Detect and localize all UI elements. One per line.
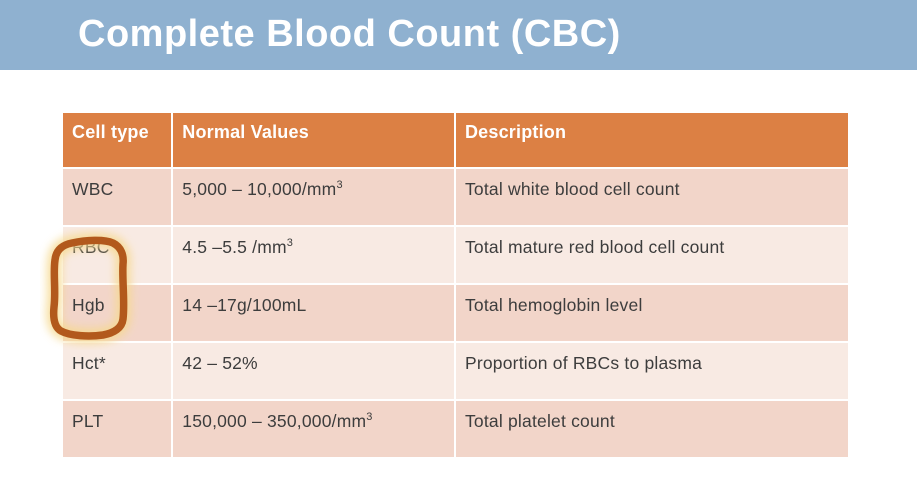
description-value: Proportion of RBCs to plasma [453,341,851,401]
cell-type-value: RBC [60,225,174,285]
superscript: 3 [286,237,294,250]
column-header-description: Description [453,111,851,169]
normal-value: 4.5 –5.5 /mm3 [171,225,456,285]
description-value: Total white blood cell count [453,167,851,227]
description-value: Total mature red blood cell count [453,225,851,285]
slide-title-banner: Complete Blood Count (CBC) [0,0,917,70]
cell-type-value: WBC [60,167,174,227]
cell-type-value: Hgb [60,283,174,343]
table-row: PLT 150,000 – 350,000/mm3 Total platelet… [60,399,851,459]
description-value: Total platelet count [453,399,851,459]
cell-type-value: PLT [60,399,174,459]
superscript: 3 [366,411,373,424]
table-row: RBC 4.5 –5.5 /mm3 Total mature red blood… [60,225,851,285]
table-header-row: Cell type Normal Values Description [60,111,851,169]
normal-value: 42 – 52% [171,341,456,401]
column-header-cell-type: Cell type [60,111,174,169]
column-header-normal-values: Normal Values [171,111,456,169]
superscript: 3 [336,179,343,192]
table-row: WBC 5,000 – 10,000/mm3 Total white blood… [60,167,851,227]
table-row: Hct* 42 – 52% Proportion of RBCs to plas… [60,341,851,401]
cell-type-value: Hct* [60,341,174,401]
page-title: Complete Blood Count (CBC) [78,13,621,55]
normal-value: 14 –17g/100mL [171,283,456,343]
cbc-table: Cell type Normal Values Description WBC … [60,111,851,459]
normal-value: 5,000 – 10,000/mm3 [171,167,456,227]
table-row: Hgb 14 –17g/100mL Total hemoglobin level [60,283,851,343]
normal-value: 150,000 – 350,000/mm3 [171,399,456,459]
description-value: Total hemoglobin level [453,283,851,343]
